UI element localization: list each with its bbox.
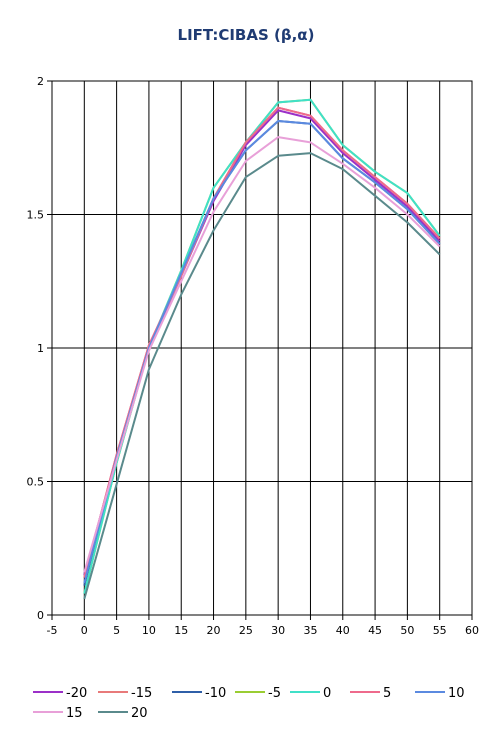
legend-label--15: -15	[131, 686, 152, 701]
series-line-0	[83, 98, 441, 594]
x-tick-label: 15	[174, 624, 188, 637]
x-tick-label: 60	[465, 624, 479, 637]
legend-label-15: 15	[66, 706, 83, 721]
chart-grid	[52, 80, 472, 615]
y-tick-label: 1.5	[27, 209, 45, 222]
chart-legend: -20 -15 -10 -5 0 5 10 15 20	[33, 686, 465, 721]
x-tick-label: -5	[47, 624, 58, 637]
plot-frame	[51, 80, 473, 616]
legend-label--10: -10	[205, 686, 226, 701]
x-tick-label: 0	[81, 624, 88, 637]
x-tick-label: 55	[433, 624, 447, 637]
x-tick-label: 20	[207, 624, 221, 637]
legend-label-5: 5	[383, 686, 391, 701]
legend-label--5: -5	[268, 686, 281, 701]
y-tick-label: 0.5	[27, 476, 45, 489]
y-tick-label: 0	[37, 609, 44, 622]
x-tick-label: 40	[336, 624, 350, 637]
series-line--5	[83, 98, 441, 594]
legend-label-20: 20	[131, 706, 148, 721]
x-tick-label: 50	[400, 624, 414, 637]
chart-title: LIFT:CIBAS (β,α)	[178, 26, 315, 44]
chart-series	[83, 98, 441, 600]
x-tick-label: 30	[271, 624, 285, 637]
x-tick-label: 45	[368, 624, 382, 637]
x-tick-label: 25	[239, 624, 253, 637]
y-tick-label: 2	[37, 75, 44, 88]
x-tick-label: 10	[142, 624, 156, 637]
y-tick-label: 1	[37, 342, 44, 355]
series-line-15	[83, 136, 441, 573]
legend-label-0: 0	[323, 686, 331, 701]
x-tick-label: 35	[303, 624, 317, 637]
series-line-20	[83, 152, 441, 600]
legend-label-10: 10	[448, 686, 465, 701]
x-tick-label: 5	[113, 624, 120, 637]
legend-label--20: -20	[66, 686, 87, 701]
